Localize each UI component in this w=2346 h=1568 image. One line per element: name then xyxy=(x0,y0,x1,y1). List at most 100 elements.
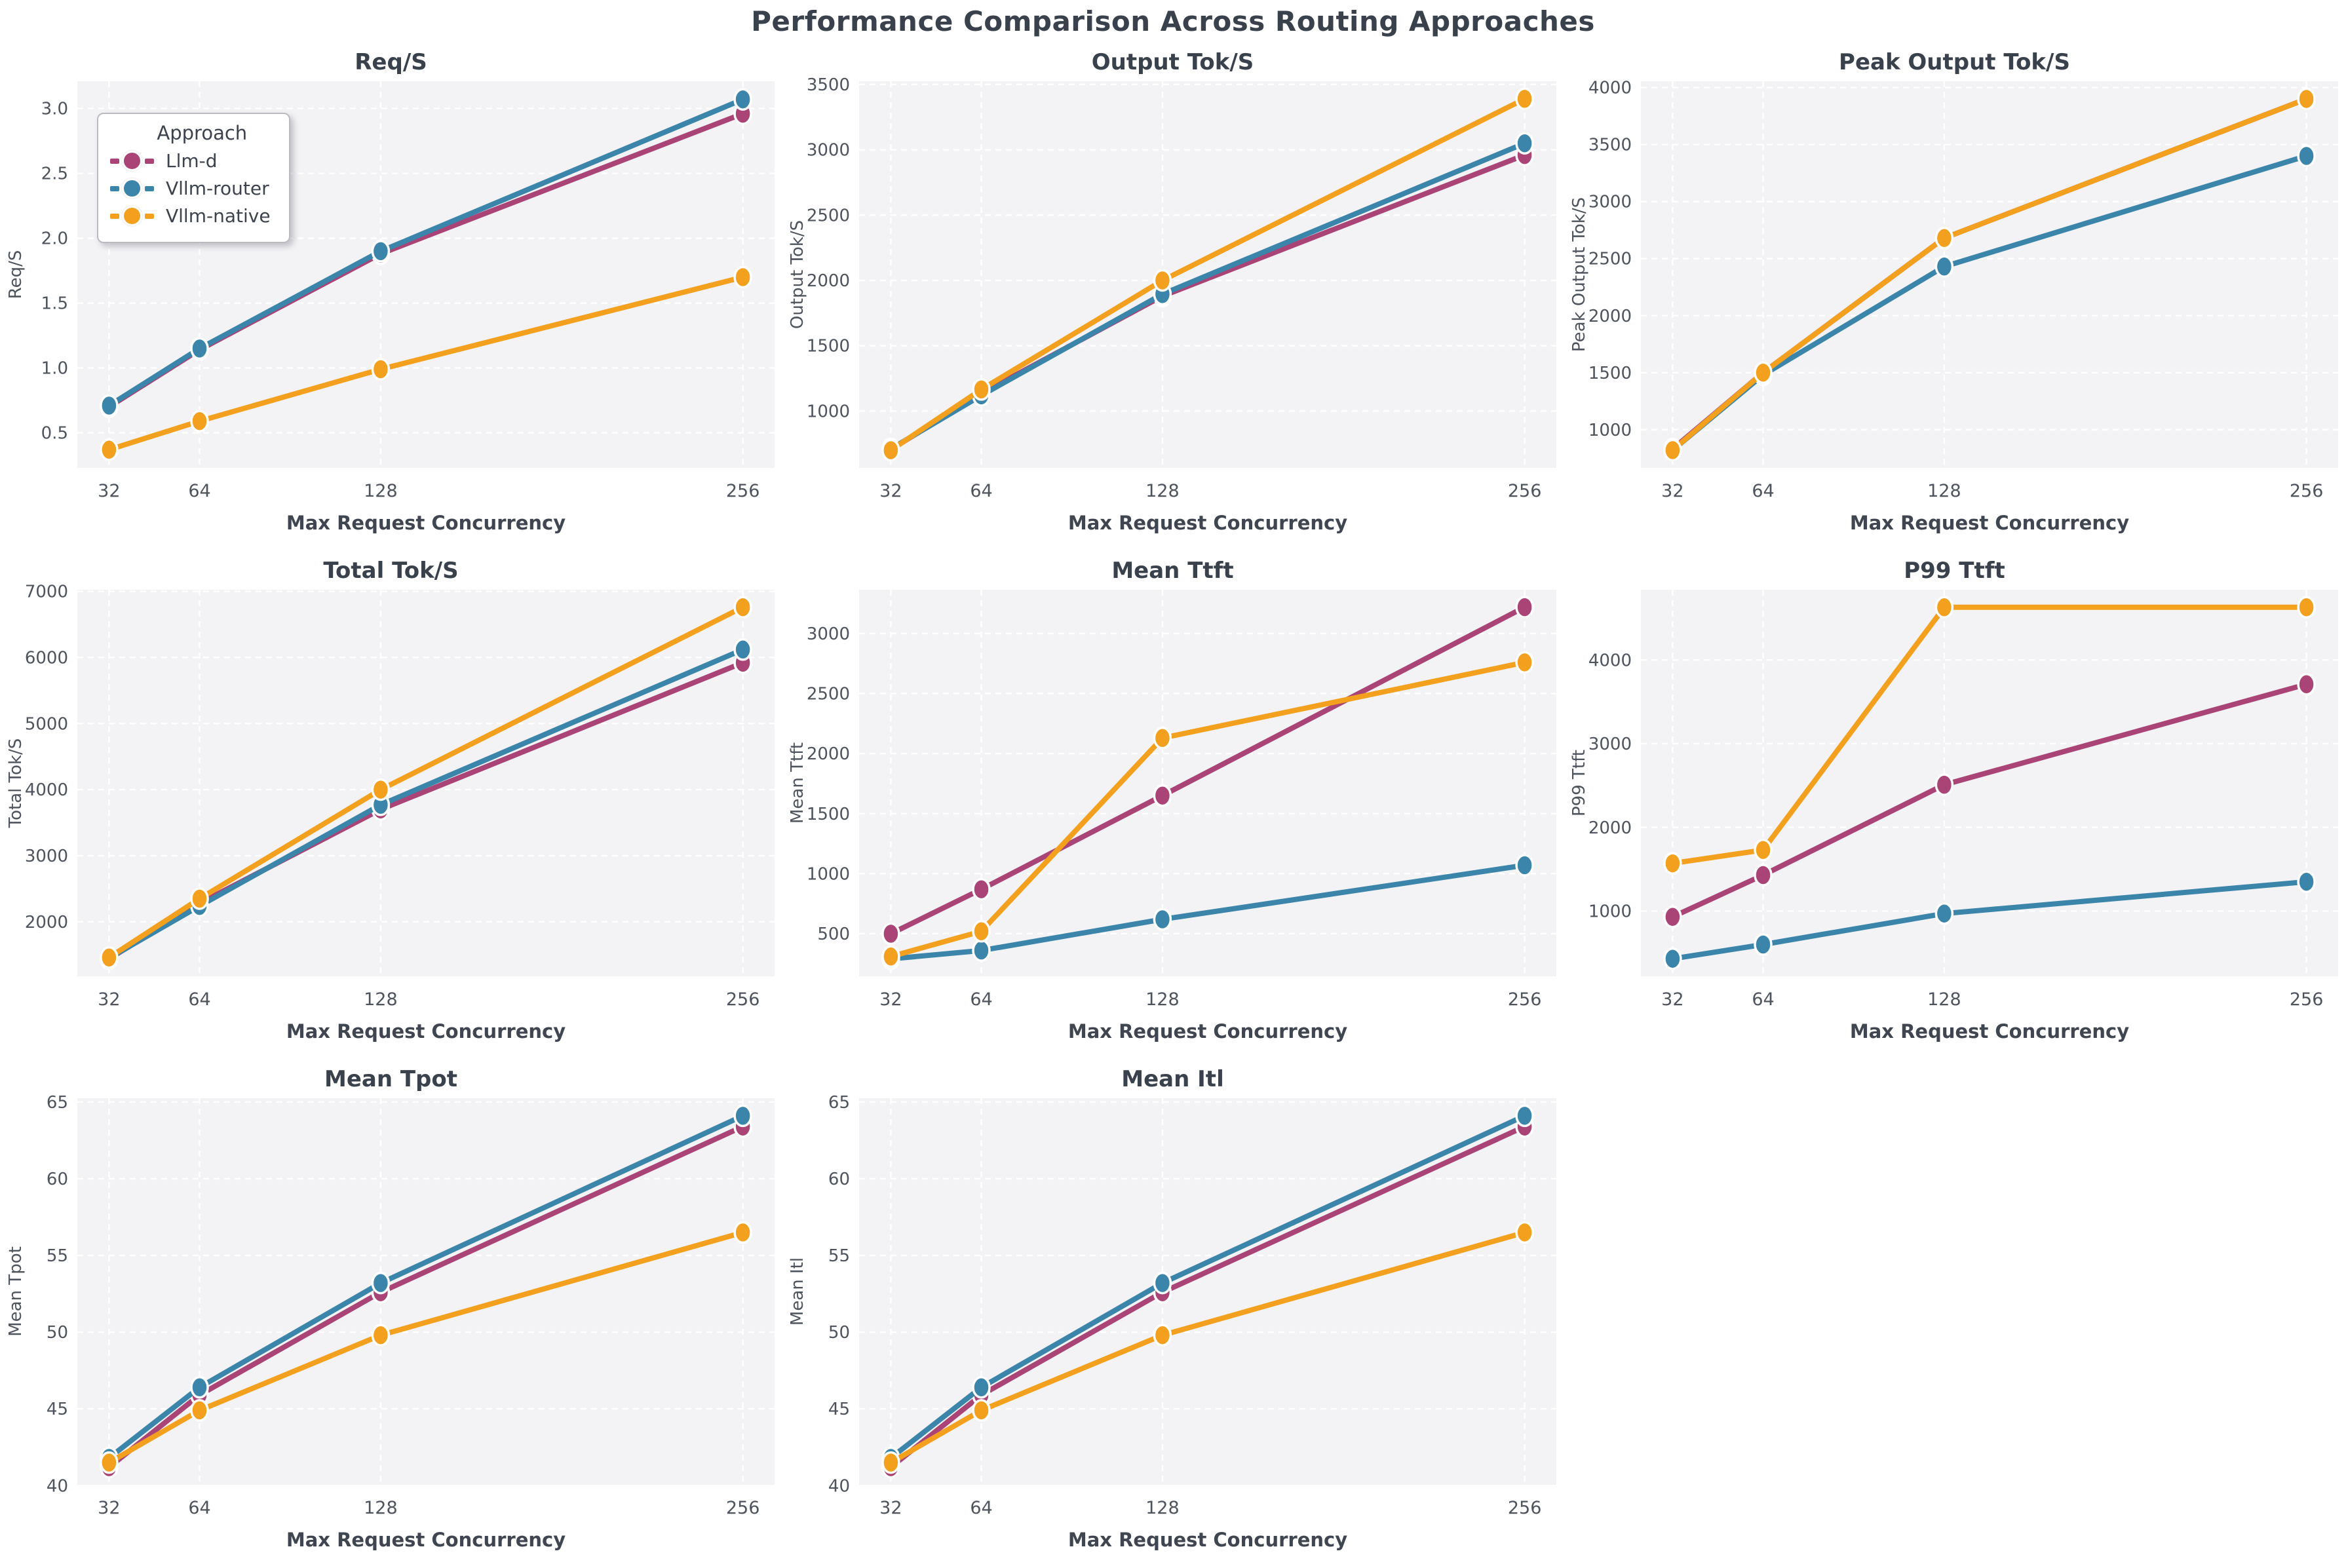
legend-title: Approach xyxy=(157,122,248,144)
y-tick-label: 500 xyxy=(817,925,850,944)
y-tick-label: 4000 xyxy=(1588,79,1632,98)
chart-title: Mean Itl xyxy=(1121,1066,1224,1092)
data-point-vllm_native xyxy=(190,410,209,432)
x-tick-label: 64 xyxy=(188,1498,210,1518)
data-point-vllm_native xyxy=(1754,361,1773,384)
y-axis-label: Mean Itl xyxy=(788,1257,807,1326)
data-point-vllm_native xyxy=(972,378,991,401)
data-point-vllm_native xyxy=(190,1399,209,1422)
series-line-vllm_native xyxy=(1670,96,2309,453)
x-tick-label: 256 xyxy=(1508,481,1542,501)
series-line-vllm_router xyxy=(106,96,746,408)
y-axis-label: Mean Tpot xyxy=(6,1246,26,1337)
y-tick-label: 1000 xyxy=(807,864,850,884)
y-tick-label: 2000 xyxy=(25,913,68,932)
y-tick-label: 3000 xyxy=(807,624,850,644)
y-tick-label: 5000 xyxy=(25,714,68,734)
x-axis-label: Max Request Concurrency xyxy=(1068,512,1347,534)
llm-d-dash-icon xyxy=(145,158,154,164)
y-tick-label: 50 xyxy=(828,1323,850,1343)
y-tick-label: 3.0 xyxy=(41,100,68,119)
data-point-vllm_native xyxy=(733,596,752,619)
chart-output-tok-s: Output Tok/S 32 64 128 256 1000 1500 2000 2500 3… xyxy=(782,42,1564,550)
line-plot: 32 64 128 256 1000 1500 2000 2500 3000 3500 Max Re… xyxy=(788,76,1556,534)
data-point-vllm_native xyxy=(1934,596,1954,619)
x-tick-label: 256 xyxy=(726,1498,760,1518)
data-point-vllm_native xyxy=(1663,438,1682,462)
data-point-vllm_native xyxy=(881,438,900,462)
data-point-vllm_native xyxy=(2297,87,2316,111)
data-point-vllm_native xyxy=(1153,1324,1172,1347)
data-point-vllm_router xyxy=(1515,854,1534,877)
x-axis-label: Max Request Concurrency xyxy=(1068,1020,1347,1042)
y-axis-label: Total Tok/S xyxy=(6,738,26,829)
chart-title: P99 Ttft xyxy=(1904,558,2005,584)
data-point-vllm_native xyxy=(100,946,119,969)
y-tick-label: 2500 xyxy=(807,206,850,225)
data-point-vllm_router xyxy=(972,939,991,962)
data-point-vllm_native xyxy=(2297,596,2316,619)
data-point-llm_d xyxy=(1153,784,1172,807)
data-point-vllm_native xyxy=(371,1324,391,1347)
data-point-llm_d xyxy=(2297,673,2316,696)
data-point-llm_d xyxy=(1754,864,1773,887)
plot-background xyxy=(1641,590,2338,976)
y-tick-label: 65 xyxy=(828,1093,850,1113)
chart-title: Mean Ttft xyxy=(1111,558,1234,584)
legend-label: Llm-d xyxy=(166,150,218,172)
data-point-vllm_router xyxy=(1934,902,1954,925)
chart-p99-ttft: P99 Ttft 32 64 128 256 1000 2000 3000 4000 Max R… xyxy=(1564,550,2345,1059)
data-point-llm_d xyxy=(881,922,900,946)
x-tick-label: 256 xyxy=(2290,481,2324,501)
y-tick-label: 3000 xyxy=(1588,193,1632,212)
y-tick-label: 6000 xyxy=(25,648,68,668)
y-tick-label: 2000 xyxy=(1588,818,1632,838)
data-point-vllm_router xyxy=(371,1271,391,1295)
y-tick-label: 1000 xyxy=(1588,421,1632,440)
chart-req-s: Req/S 32 64 128 256 0.5 1.0 1.5 2.0 2.5 3.0 Max Re… xyxy=(0,42,782,550)
x-tick-label: 256 xyxy=(2290,989,2324,1010)
series-line-llm_d xyxy=(888,1124,1528,1470)
data-point-vllm_native xyxy=(1934,227,1954,250)
data-point-vllm_native xyxy=(1515,651,1534,674)
x-tick-label: 256 xyxy=(726,481,760,501)
data-point-vllm_native xyxy=(733,1221,752,1244)
y-tick-label: 45 xyxy=(828,1400,850,1419)
vllm-router-dash-icon xyxy=(110,185,119,191)
data-point-vllm_router xyxy=(190,1376,209,1399)
empty-cell xyxy=(1564,1059,2345,1567)
data-point-vllm_router xyxy=(1515,132,1534,155)
series-line-vllm_router xyxy=(888,1113,1528,1461)
x-tick-label: 32 xyxy=(1661,481,1683,501)
y-tick-label: 1500 xyxy=(1588,364,1632,383)
y-tick-label: 45 xyxy=(47,1400,68,1419)
x-tick-label: 32 xyxy=(879,481,902,501)
y-tick-label: 1.5 xyxy=(41,294,68,314)
chart-title: Output Tok/S xyxy=(1091,49,1254,75)
y-tick-label: 55 xyxy=(828,1246,850,1266)
x-tick-label: 128 xyxy=(1145,481,1180,501)
series-line-vllm_native xyxy=(106,275,746,453)
data-point-vllm_router xyxy=(733,1104,752,1128)
series-line-vllm_native xyxy=(888,1229,1528,1466)
x-tick-label: 128 xyxy=(364,1498,398,1518)
series-line-vllm_router xyxy=(106,1113,746,1461)
x-axis-label: Max Request Concurrency xyxy=(1850,1020,2129,1042)
figure-title: Performance Comparison Across Routing Ap… xyxy=(751,5,1595,37)
y-tick-label: 3500 xyxy=(1588,136,1632,155)
plot-background xyxy=(1641,81,2338,468)
chart-total-tok-s: Total Tok/S 32 64 128 256 2000 3000 4000 5000 60… xyxy=(0,550,782,1059)
plot-background xyxy=(77,1098,775,1485)
x-tick-label: 64 xyxy=(188,989,210,1010)
y-tick-label: 2000 xyxy=(807,271,850,291)
y-axis-label: Mean Ttft xyxy=(788,742,807,824)
data-point-vllm_router xyxy=(733,638,752,661)
y-tick-label: 3000 xyxy=(1588,735,1632,754)
x-tick-label: 32 xyxy=(98,1498,120,1518)
x-tick-label: 128 xyxy=(1145,989,1180,1010)
y-tick-label: 1000 xyxy=(807,402,850,421)
x-tick-label: 64 xyxy=(970,481,992,501)
chart-mean-ttft: Mean Ttft 32 64 128 256 500 1000 1500 2000 2500 3… xyxy=(782,550,1564,1059)
vllm-native-dash-icon xyxy=(110,213,119,219)
legend-item-vllm-router: Vllm-router xyxy=(110,178,271,199)
